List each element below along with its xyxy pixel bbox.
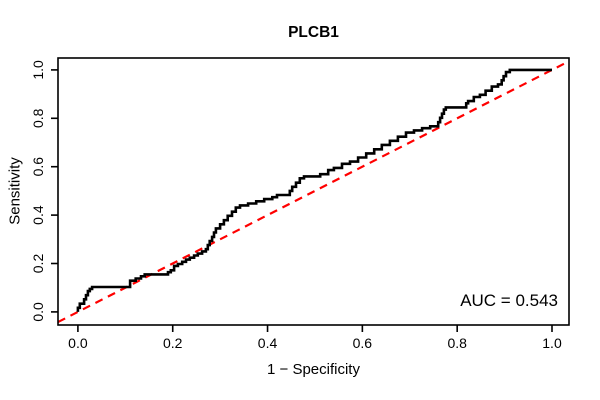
x-axis-label: 1 − Specificity xyxy=(267,361,360,378)
x-tick-label: 0.8 xyxy=(447,335,467,351)
x-tick-label: 0.2 xyxy=(163,335,183,351)
y-tick-label: 0.6 xyxy=(30,157,46,177)
plot-title: PLCB1 xyxy=(288,24,339,41)
y-tick-label: 1.0 xyxy=(30,60,46,80)
y-tick-label: 0.4 xyxy=(30,205,46,225)
chance-diagonal-line xyxy=(57,60,570,324)
y-tick-label: 0.0 xyxy=(30,302,46,322)
y-tick-label: 0.8 xyxy=(30,108,46,128)
x-tick-label: 0.6 xyxy=(353,335,373,351)
y-tick-label: 0.2 xyxy=(30,254,46,274)
y-axis-label: Sensitivity xyxy=(6,157,24,225)
plot-box xyxy=(57,57,570,326)
x-tick-label: 0.0 xyxy=(68,335,88,351)
auc-annotation: AUC = 0.543 xyxy=(460,291,558,310)
x-tick-label: 0.4 xyxy=(258,335,278,351)
roc-curve-line xyxy=(76,68,552,312)
x-tick-label: 1.0 xyxy=(542,335,562,351)
